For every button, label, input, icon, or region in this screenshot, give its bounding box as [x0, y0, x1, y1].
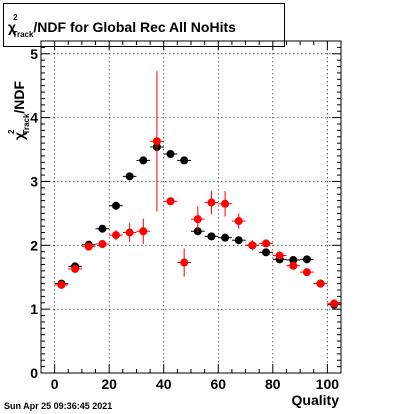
timestamp: Sun Apr 25 09:36:45 2021	[4, 401, 112, 411]
data-point	[289, 261, 298, 270]
y-tick-label: 0	[30, 365, 38, 381]
grid	[41, 41, 341, 373]
data-point	[112, 231, 120, 240]
data-point	[152, 137, 161, 146]
title-text: χ2 Track/NDF for Global Rec All NoHits	[8, 13, 236, 39]
title-box	[3, 3, 285, 47]
data-point	[139, 156, 148, 165]
data-point	[262, 239, 270, 248]
data-point	[234, 236, 243, 245]
y-tick-label: 5	[30, 46, 38, 62]
data-point	[316, 279, 325, 288]
y-tick-label: 2	[30, 237, 38, 253]
data-point	[207, 232, 216, 241]
data-point	[98, 240, 107, 249]
plot-frame	[40, 40, 342, 374]
x-tick-label: 0	[51, 376, 59, 392]
y-tick-label: 3	[30, 173, 38, 189]
data-point	[207, 198, 216, 207]
data-point	[166, 197, 175, 206]
data-point	[180, 156, 189, 165]
data-point	[221, 233, 230, 242]
data-point	[166, 150, 175, 159]
data-point	[57, 280, 66, 289]
data-point	[262, 248, 270, 257]
x-tick-labels: 0 20 40 60 80 100	[51, 376, 340, 392]
data-point	[125, 172, 134, 181]
data-point	[139, 227, 148, 236]
data-point	[248, 241, 257, 250]
data-point	[193, 215, 202, 224]
x-tick-label: 60	[210, 376, 226, 392]
x-axis-title: Quality	[292, 392, 340, 408]
data-point	[112, 201, 120, 210]
axis-ticks	[40, 40, 342, 374]
chart-title: χ2 Track/NDF for Global Rec All NoHits	[3, 3, 285, 47]
data-point	[180, 258, 189, 267]
y-axis-title-text: χ2 Track/NDF	[7, 80, 31, 140]
data-point	[221, 199, 230, 208]
y-tick-label: 1	[30, 301, 38, 317]
y-tick-labels: 0 1 2 3 4 5	[30, 46, 38, 381]
data-series	[54, 71, 341, 309]
x-tick-label: 20	[101, 376, 117, 392]
y-tick-label: 4	[30, 110, 38, 126]
data-point	[84, 242, 93, 251]
data-point	[125, 228, 134, 237]
data-point	[234, 217, 243, 226]
data-point	[71, 264, 80, 273]
data-point	[275, 251, 284, 260]
x-tick-label: 40	[156, 376, 172, 392]
data-point	[302, 268, 311, 277]
x-tick-label: 80	[265, 376, 281, 392]
data-point	[330, 299, 339, 308]
x-tick-label: 100	[316, 376, 340, 392]
series-red	[54, 71, 341, 308]
data-point	[98, 224, 107, 233]
data-point	[289, 255, 298, 264]
y-axis-title: χ2 Track/NDF	[7, 80, 31, 140]
data-point	[302, 255, 311, 264]
